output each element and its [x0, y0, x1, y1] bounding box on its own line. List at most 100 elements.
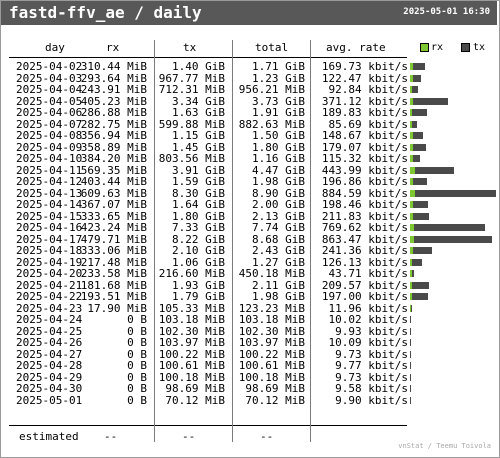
table-row: 2025-04-11 569.35 MiB 3.91 GiB 4.47 GiB 443.…: [0, 165, 500, 176]
day-cell: 2025-04-07: [16, 117, 83, 131]
total-cell: 1.16 GiB: [252, 152, 305, 165]
rx-bar-segment: [410, 178, 413, 185]
traffic-bar: [410, 224, 485, 231]
day-cell: 2025-04-23: [16, 301, 83, 315]
avg-rate-cell: 371.12 kbit/s: [321, 94, 408, 108]
tx-cell: 100.18 MiB: [158, 370, 225, 384]
tx-bar-segment: [413, 178, 427, 185]
traffic-bar: [410, 155, 420, 162]
rx-cell: 17.90 MiB: [87, 301, 147, 315]
table-row: 2025-04-23 17.90 MiB 105.33 MiB 123.23 MiB 1…: [0, 303, 500, 314]
table-row: 2025-04-05 405.23 MiB 3.34 GiB 3.73 GiB 371.…: [0, 96, 500, 107]
rx-cell: 569.35 MiB: [80, 163, 147, 177]
avg-rate-cell: 10.09 kbit/s: [328, 336, 408, 349]
table-row: 2025-04-19 217.48 MiB 1.06 GiB 1.27 GiB 126.…: [0, 257, 500, 268]
table-row: 2025-04-28 0 B 100.61 MiB 100.61 MiB 9.77 kb…: [0, 360, 500, 371]
rx-cell: 0 B: [127, 370, 147, 384]
day-cell: 2025-04-10: [16, 152, 83, 165]
rx-bar-segment: [410, 189, 415, 197]
estimated-tx: --: [182, 430, 196, 443]
tx-bar-segment: [412, 293, 428, 300]
tx-bar-segment: [412, 281, 429, 289]
day-cell: 2025-04-02: [16, 60, 83, 73]
tx-bar-segment: [413, 143, 426, 151]
estimated-rx: --: [104, 430, 118, 443]
avg-rate-cell: 43.71 kbit/s: [328, 267, 408, 280]
tx-cell: 1.15 GiB: [172, 129, 225, 142]
tx-cell: 7.33 GiB: [172, 221, 225, 234]
table-row: 2025-04-13 609.63 MiB 8.30 GiB 8.90 GiB 884.…: [0, 188, 500, 199]
total-cell: 4.47 GiB: [252, 163, 305, 177]
day-cell: 2025-04-29: [16, 370, 83, 384]
traffic-bar: [410, 362, 411, 369]
rx-cell: 0 B: [127, 313, 147, 326]
tx-cell: 8.30 GiB: [172, 186, 225, 200]
avg-rate-cell: 115.32 kbit/s: [321, 152, 408, 165]
day-cell: 2025-04-20: [16, 267, 83, 280]
table-row: 2025-04-21 181.68 MiB 1.93 GiB 2.11 GiB 209.…: [0, 280, 500, 291]
rx-cell: 293.64 MiB: [80, 71, 147, 85]
rx-bar-segment: [410, 97, 413, 105]
rx-bar-segment: [410, 293, 412, 300]
tx-bar-segment: [413, 155, 420, 162]
tx-bar-segment: [410, 385, 411, 392]
rx-cell: 233.58 MiB: [80, 267, 147, 280]
tx-bar-segment: [411, 304, 412, 312]
day-cell: 2025-04-26: [16, 336, 83, 349]
day-cell: 2025-05-01: [16, 393, 83, 407]
rx-cell: 367.07 MiB: [80, 198, 147, 211]
rx-bar-segment: [410, 212, 413, 220]
avg-rate-cell: 884.59 kbit/s: [321, 186, 408, 200]
day-cell: 2025-04-08: [16, 129, 83, 142]
footer-divider: [9, 425, 407, 426]
avg-rate-cell: 126.13 kbit/s: [321, 255, 408, 269]
total-cell: 3.73 GiB: [252, 94, 305, 108]
avg-rate-cell: 9.90 kbit/s: [335, 393, 408, 407]
tx-cell: 1.40 GiB: [172, 60, 225, 73]
table-row: 2025-04-30 0 B 98.69 MiB 98.69 MiB 9.58 kbit…: [0, 383, 500, 394]
avg-rate-cell: 9.73 kbit/s: [335, 347, 408, 361]
rx-cell: 217.48 MiB: [80, 255, 147, 269]
tx-cell: 803.56 MiB: [158, 152, 225, 165]
day-cell: 2025-04-17: [16, 232, 83, 246]
traffic-bar: [410, 327, 411, 335]
traffic-bar: [410, 86, 418, 93]
day-cell: 2025-04-05: [16, 94, 83, 108]
avg-rate-cell: 179.07 kbit/s: [321, 140, 408, 154]
traffic-bar: [410, 178, 427, 185]
total-cell: 2.00 GiB: [252, 198, 305, 211]
table-row: 2025-04-08 356.94 MiB 1.15 GiB 1.50 GiB 148.…: [0, 130, 500, 141]
tx-cell: 1.93 GiB: [172, 278, 225, 292]
avg-rate-cell: 169.73 kbit/s: [321, 60, 408, 73]
tx-cell: 2.10 GiB: [172, 244, 225, 257]
tx-cell: 3.91 GiB: [172, 163, 225, 177]
total-cell: 450.18 MiB: [238, 267, 305, 280]
day-cell: 2025-04-15: [16, 209, 83, 223]
tx-cell: 1.63 GiB: [172, 106, 225, 119]
traffic-bar: [410, 339, 411, 346]
avg-rate-cell: 196.86 kbit/s: [321, 175, 408, 188]
table-row: 2025-04-17 479.71 MiB 8.22 GiB 8.68 GiB 863.…: [0, 234, 500, 245]
avg-rate-cell: 241.36 kbit/s: [321, 244, 408, 257]
rx-cell: 0 B: [127, 393, 147, 407]
rx-bar-segment: [410, 270, 412, 277]
rx-bar-segment: [410, 201, 413, 208]
avg-rate-cell: 197.00 kbit/s: [321, 290, 408, 303]
tx-cell: 70.12 MiB: [165, 393, 225, 407]
day-cell: 2025-04-03: [16, 71, 83, 85]
tx-cell: 8.22 GiB: [172, 232, 225, 246]
column-separator: [232, 40, 233, 442]
day-cell: 2025-04-22: [16, 290, 83, 303]
table-row: 2025-04-29 0 B 100.18 MiB 100.18 MiB 9.73 kb…: [0, 372, 500, 383]
rx-legend-swatch: [420, 43, 429, 52]
tx-bar-segment: [413, 212, 429, 220]
table-row: 2025-04-18 333.06 MiB 2.10 GiB 2.43 GiB 241.…: [0, 245, 500, 256]
tx-cell: 1.45 GiB: [172, 140, 225, 154]
day-cell: 2025-04-13: [16, 186, 83, 200]
table-row: 2025-04-26 0 B 103.97 MiB 103.97 MiB 10.09 k…: [0, 337, 500, 348]
tx-cell: 100.61 MiB: [158, 359, 225, 372]
tx-bar-segment: [414, 224, 485, 231]
total-cell: 882.63 MiB: [238, 117, 305, 131]
total-cell: 7.74 GiB: [252, 221, 305, 234]
tx-cell: 1.59 GiB: [172, 175, 225, 188]
